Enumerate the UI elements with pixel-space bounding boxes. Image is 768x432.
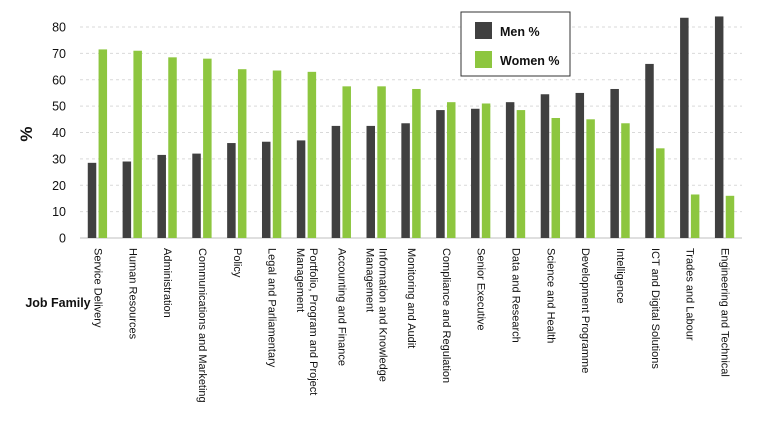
x-tick-label: Legal and Parliamentary: [266, 248, 278, 368]
bar-women: [446, 102, 456, 238]
y-axis-ticks: 0 10 20 30 40 50 60 70 80: [52, 21, 66, 246]
bar-men: [575, 92, 585, 238]
x-tick-label-line: Information and Knowledge: [377, 248, 389, 382]
legend-label-men: Men %: [500, 25, 540, 39]
bar-men: [157, 154, 166, 238]
bar-women: [481, 103, 491, 238]
x-tick-label-line: Legal and Parliamentary: [266, 248, 278, 368]
x-tick-label-line: Portfolio, Program and Project: [307, 248, 319, 395]
bar-men: [505, 102, 515, 238]
legend-label-women: Women %: [500, 54, 560, 68]
bar-women: [656, 148, 665, 238]
x-tick-label-line: Communications and Marketing: [196, 248, 208, 403]
bar-men: [227, 143, 236, 238]
x-tick-label-line: Policy: [231, 248, 243, 278]
legend: Men % Women %: [460, 11, 571, 77]
bar-men: [296, 140, 306, 238]
x-tick-label: Trades and Labour: [684, 248, 696, 341]
x-tick-label-line: Senior Executive: [475, 248, 487, 331]
y-tick-label: 80: [52, 21, 66, 35]
bar-men: [122, 161, 132, 238]
bar-women: [203, 58, 212, 239]
bar-women: [307, 71, 317, 239]
x-tick-label-line: Data and Research: [510, 248, 522, 343]
bar-women: [133, 50, 142, 238]
x-tick-label-line: Human Resources: [126, 248, 138, 340]
x-tick-label-line: Intelligence: [614, 248, 626, 304]
y-tick-label: 50: [52, 100, 66, 114]
x-tick-label-line: Compliance and Regulation: [440, 248, 452, 383]
x-tick-label: Policy: [231, 248, 243, 278]
y-tick-label: 70: [52, 47, 66, 61]
x-tick-label-line: Development Programme: [579, 248, 591, 373]
legend-swatch-men: [475, 22, 492, 39]
legend-swatch-women: [475, 51, 492, 68]
x-tick-label-line: Service Delivery: [91, 248, 103, 328]
y-tick-label: 60: [52, 73, 66, 87]
bar-men: [87, 162, 97, 238]
x-tick-label: Administration: [161, 248, 173, 318]
bars: [87, 16, 735, 239]
bar-women: [621, 123, 630, 238]
x-tick-label-line: Management: [294, 248, 306, 312]
bar-women: [272, 70, 282, 238]
bar-women: [98, 49, 108, 239]
y-tick-label: 30: [52, 152, 66, 166]
x-tick-label-line: ICT and Digital Solutions: [649, 248, 661, 369]
x-tick-label-line: Monitoring and Audit: [405, 248, 417, 348]
x-tick-label-line: Trades and Labour: [684, 248, 696, 341]
bar-men: [261, 141, 271, 238]
x-tick-label: Senior Executive: [475, 248, 487, 331]
x-axis-label: Job Family: [25, 296, 90, 310]
x-tick-label: Development Programme: [579, 248, 591, 373]
x-tick-label: Intelligence: [614, 248, 626, 304]
bar-women: [342, 86, 351, 238]
x-axis-ticks: Service Delivery Human Resources Administr…: [91, 248, 730, 403]
bar-men: [610, 88, 619, 238]
x-tick-label: Monitoring and Audit: [405, 248, 417, 348]
x-tick-label: Communications and Marketing: [196, 248, 208, 403]
bar-men: [401, 123, 410, 238]
bar-men: [471, 108, 480, 238]
x-tick-label: Accounting and Finance: [335, 248, 347, 366]
x-tick-label: Data and Research: [510, 248, 522, 343]
bar-women: [412, 88, 421, 238]
grid-lines: [80, 26, 742, 239]
bar-women: [168, 57, 177, 238]
x-tick-label: Engineering and Technical: [719, 248, 731, 377]
bar-women: [586, 119, 595, 238]
y-tick-label: 10: [52, 205, 66, 219]
bar-women: [690, 194, 700, 238]
x-tick-label: ICT and Digital Solutions: [649, 248, 661, 369]
x-tick-label-line: Engineering and Technical: [719, 248, 731, 377]
y-axis-label: %: [17, 126, 36, 141]
bar-men: [436, 110, 445, 238]
bar-women: [516, 110, 526, 238]
y-tick-label: 0: [59, 232, 66, 246]
bar-women: [237, 69, 247, 238]
x-tick-label-line: Management: [364, 248, 376, 312]
bar-men: [366, 125, 376, 238]
bar-men: [540, 94, 550, 238]
y-tick-label: 20: [52, 179, 66, 193]
bar-women: [551, 117, 561, 238]
x-tick-label: Information and KnowledgeManagement: [364, 248, 389, 382]
x-tick-label: Service Delivery: [91, 248, 103, 328]
bar-women: [377, 86, 386, 238]
bar-men: [192, 153, 201, 238]
bar-men: [331, 125, 341, 238]
x-tick-label-line: Administration: [161, 248, 173, 318]
bar-men: [680, 17, 689, 238]
bar-men: [714, 16, 724, 239]
x-tick-label-line: Accounting and Finance: [335, 248, 347, 366]
x-tick-label: Portfolio, Program and ProjectManagement: [294, 248, 319, 395]
x-tick-label-line: Science and Health: [544, 248, 556, 343]
bar-men: [645, 63, 654, 238]
x-tick-label: Science and Health: [544, 248, 556, 343]
bar-women: [725, 195, 735, 238]
x-tick-label: Compliance and Regulation: [440, 248, 452, 383]
x-tick-label: Human Resources: [126, 248, 138, 340]
y-tick-label: 40: [52, 126, 66, 140]
